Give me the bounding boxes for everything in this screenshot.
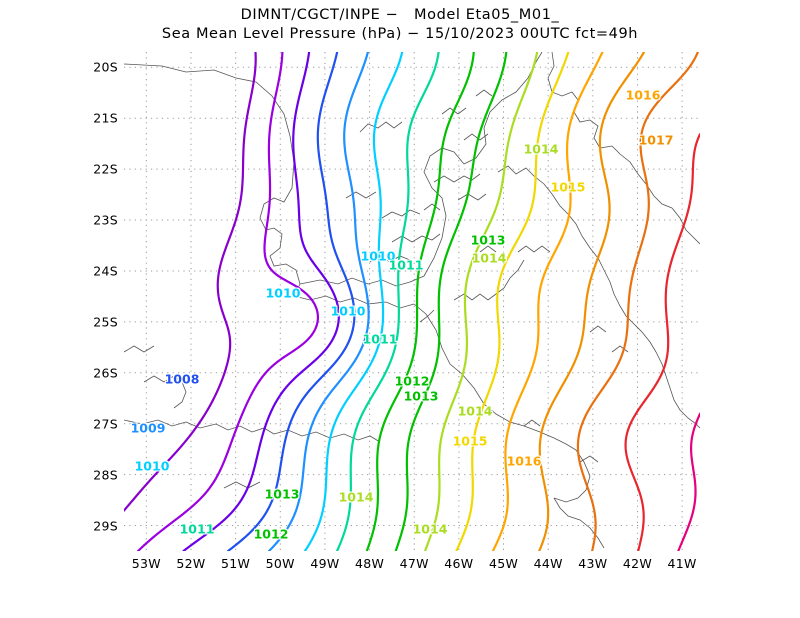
contour-plot-area: 1008 1009 1010 1010 1010 1010 1011 1011 1011 1012… xyxy=(124,52,700,551)
x-tick-46W: 46W xyxy=(444,556,474,571)
contour-label-1014: 1014 xyxy=(523,141,559,157)
contour-label-1016: 1016 xyxy=(625,87,661,103)
contour-label-1015: 1015 xyxy=(452,433,488,449)
y-tick-27S: 27S xyxy=(93,416,118,432)
contour-label-1017: 1017 xyxy=(638,132,674,148)
contour-label-1014: 1014 xyxy=(338,489,374,505)
y-tick-29S: 29S xyxy=(93,518,118,534)
x-tick-51W: 51W xyxy=(221,556,251,571)
contour-1012 xyxy=(365,52,475,551)
contour-1018 xyxy=(576,52,699,551)
contour-label-1013: 1013 xyxy=(264,486,300,502)
y-tick-21S: 21S xyxy=(93,110,118,126)
coastline-layer xyxy=(124,52,700,549)
contour-1008 xyxy=(226,52,356,551)
contour-label-1012: 1012 xyxy=(253,526,289,542)
y-tick-28S: 28S xyxy=(93,467,118,483)
contour-label-1013: 1013 xyxy=(470,232,506,248)
y-tick-24S: 24S xyxy=(93,263,118,279)
contour-plot-svg xyxy=(124,52,700,551)
y-tick-25S: 25S xyxy=(93,314,118,330)
contour-label-1012: 1012 xyxy=(394,373,430,389)
contour-label-1011: 1011 xyxy=(362,331,398,347)
contour-1015 xyxy=(455,52,570,551)
contour-label-1009: 1009 xyxy=(130,420,166,436)
contour-1020 xyxy=(677,412,700,551)
contour-1019 xyxy=(624,133,700,551)
contour-label-1014: 1014 xyxy=(471,250,507,266)
contour-label-1011: 1011 xyxy=(179,521,215,537)
x-tick-47W: 47W xyxy=(399,556,429,571)
contour-label-1010: 1010 xyxy=(360,248,396,264)
contour-1011 xyxy=(335,52,440,551)
contour-1007 xyxy=(182,52,340,551)
title-line-1: DIMNT/CGCT/INPE − Model Eta05_M01_ xyxy=(240,7,560,23)
y-tick-26S: 26S xyxy=(93,365,118,381)
contour-1014 xyxy=(423,52,539,551)
contour-1009 xyxy=(267,52,370,551)
x-tick-43W: 43W xyxy=(578,556,608,571)
x-tick-44W: 44W xyxy=(533,556,563,571)
x-tick-45W: 45W xyxy=(488,556,519,571)
y-tick-22S: 22S xyxy=(93,161,118,177)
contour-1005 xyxy=(124,52,257,512)
y-tick-20S: 20S xyxy=(93,59,118,75)
contour-1017 xyxy=(538,52,646,551)
contour-1016 xyxy=(491,52,604,551)
x-tick-53W: 53W xyxy=(131,556,161,571)
x-axis-tick-labels: 53W 52W 51W 50W 49W 48W 47W 46W 45W 44W 43W 42W 41W xyxy=(124,556,700,578)
contour-label-1010: 1010 xyxy=(330,303,366,319)
contour-1010 xyxy=(303,52,404,551)
pressure-contour-lines xyxy=(124,52,700,551)
title-line-2: Sea Mean Level Pressure (hPa) − 15/10/20… xyxy=(161,26,639,42)
contour-label-1015: 1015 xyxy=(550,179,586,195)
contour-label-1010: 1010 xyxy=(265,285,301,301)
x-tick-42W: 42W xyxy=(622,556,653,571)
contour-label-1014: 1014 xyxy=(457,403,493,419)
contour-label-1008: 1008 xyxy=(164,371,200,387)
contour-label-1010: 1010 xyxy=(134,458,170,474)
contour-1006 xyxy=(137,52,320,551)
contour-label-1016: 1016 xyxy=(506,453,542,469)
contour-label-1013: 1013 xyxy=(403,388,439,404)
x-tick-41W: 41W xyxy=(667,556,697,571)
x-tick-48W: 48W xyxy=(354,556,385,571)
y-tick-23S: 23S xyxy=(93,212,118,228)
contour-1013 xyxy=(394,52,508,551)
y-axis-tick-labels: 20S 21S 22S 23S 24S 25S 26S 27S 28S 29S xyxy=(86,52,118,551)
x-tick-50W: 50W xyxy=(265,556,295,571)
gridlines xyxy=(124,52,700,551)
chart-title-block: DIMNT/CGCT/INPE − Model Eta05_M01_ Sea M… xyxy=(0,6,800,44)
contour-label-1014: 1014 xyxy=(412,521,448,537)
x-tick-52W: 52W xyxy=(176,556,206,571)
contour-label-1011: 1011 xyxy=(388,257,424,273)
x-tick-49W: 49W xyxy=(310,556,340,571)
